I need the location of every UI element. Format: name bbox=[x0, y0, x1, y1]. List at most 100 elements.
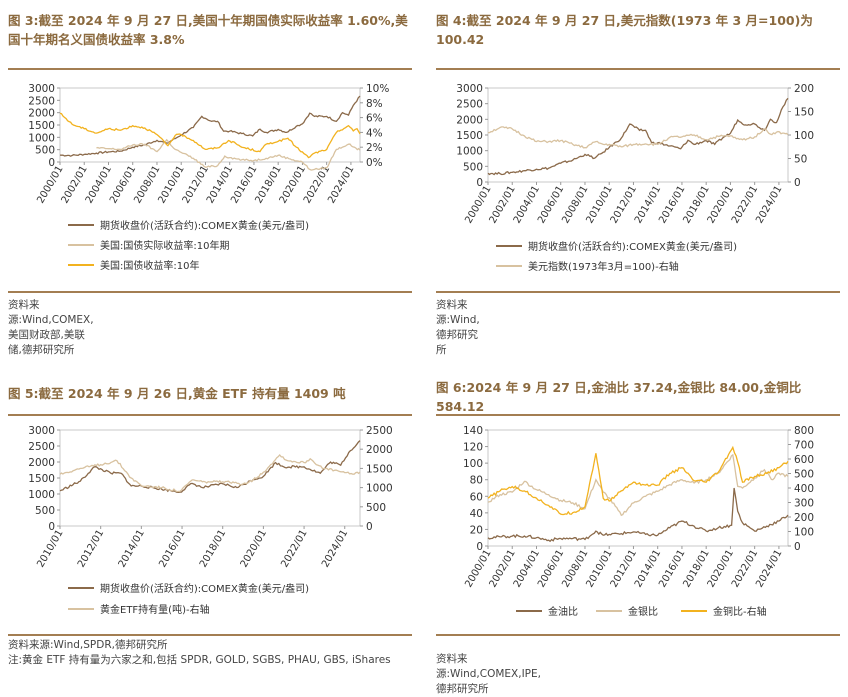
x-tick-label: 2010/01 bbox=[35, 528, 65, 569]
figure-4-chart: 0500100015002000250030000501001502002000… bbox=[456, 83, 814, 273]
y-left-tick-label: 0 bbox=[48, 157, 55, 169]
x-tick-label: 2018/01 bbox=[198, 528, 228, 569]
y-right-tick-label: 400 bbox=[794, 483, 814, 495]
y-right-tick-label: 200 bbox=[794, 512, 814, 524]
y-right-tick-label: 700 bbox=[794, 440, 814, 452]
series-line-1 bbox=[487, 453, 789, 517]
x-tick-label: 2020/01 bbox=[239, 528, 269, 569]
legend-label: 金铜比-右轴 bbox=[713, 605, 767, 618]
y-left-tick-label: 40 bbox=[470, 508, 483, 520]
y-right-tick-label: 500 bbox=[794, 469, 814, 481]
plot-frame bbox=[487, 87, 789, 183]
y-right-tick-label: 500 bbox=[366, 502, 386, 514]
y-left-tick-label: 100 bbox=[463, 458, 483, 470]
y-right-tick-label: 0 bbox=[794, 177, 801, 189]
figure-4-bottom-rule bbox=[436, 291, 840, 293]
y-right-tick-label: 100 bbox=[794, 527, 814, 539]
legend-label: 美元指数(1973年3月=100)-右轴 bbox=[528, 260, 679, 273]
y-right-tick-label: 300 bbox=[794, 498, 814, 510]
y-left-tick-label: 1000 bbox=[28, 489, 55, 501]
y-right-tick-label: 10% bbox=[366, 83, 389, 95]
y-right-tick-label: 2500 bbox=[366, 425, 393, 437]
figure-5-source: 资料来源:Wind,SPDR,德邦研究所 注:黄金 ETF 持有量为六家之和,包… bbox=[8, 639, 391, 666]
figure-6-source: 资料来源:Wind,COMEX,IPE,德邦研究所 bbox=[436, 653, 541, 695]
y-left-tick-label: 2500 bbox=[28, 95, 55, 107]
x-tick-label: 2016/01 bbox=[157, 528, 187, 569]
y-right-tick-label: 1000 bbox=[366, 483, 393, 495]
figure-3-title: 图 3:截至 2024 年 9 月 27 日,美国十年期国债实际收益率 1.60… bbox=[8, 13, 408, 47]
figure-4-title: 图 4:截至 2024 年 9 月 27 日,美元指数(1973 年 3 月=1… bbox=[436, 13, 813, 47]
y-right-tick-label: 800 bbox=[794, 425, 814, 437]
y-left-tick-label: 20 bbox=[470, 524, 483, 536]
y-right-tick-label: 0 bbox=[794, 541, 801, 553]
series-line-0 bbox=[59, 440, 361, 494]
y-right-tick-label: 2% bbox=[366, 142, 383, 154]
x-tick-label: 2024/01 bbox=[320, 528, 350, 569]
y-right-tick-label: 0 bbox=[366, 521, 373, 533]
figure-5-bottom-rule bbox=[8, 634, 412, 636]
y-left-tick-label: 2000 bbox=[28, 108, 55, 120]
y-left-tick-label: 0 bbox=[476, 541, 483, 553]
y-left-tick-label: 120 bbox=[463, 442, 483, 454]
x-tick-label: 2014/01 bbox=[117, 528, 147, 569]
legend-label: 期货收盘价(活跃合约):COMEX黄金(美元/盎司) bbox=[528, 240, 737, 253]
y-left-tick-label: 80 bbox=[470, 475, 483, 487]
y-left-tick-label: 2500 bbox=[28, 441, 55, 453]
y-left-tick-label: 500 bbox=[463, 161, 483, 173]
y-left-tick-label: 500 bbox=[35, 145, 55, 157]
y-left-tick-label: 1500 bbox=[28, 473, 55, 485]
y-right-tick-label: 8% bbox=[366, 98, 383, 110]
x-tick-label: 2022/01 bbox=[279, 528, 309, 569]
y-right-tick-label: 100 bbox=[794, 130, 814, 142]
y-right-tick-label: 200 bbox=[794, 83, 814, 95]
y-right-tick-label: 2000 bbox=[366, 444, 393, 456]
legend-label: 期货收盘价(活跃合约):COMEX黄金(美元/盎司) bbox=[100, 219, 309, 232]
plot-frame bbox=[59, 87, 361, 163]
y-left-tick-label: 2000 bbox=[28, 457, 55, 469]
legend-label: 期货收盘价(活跃合约):COMEX黄金(美元/盎司) bbox=[100, 582, 309, 595]
y-left-tick-label: 140 bbox=[463, 425, 483, 437]
series-line-1 bbox=[488, 126, 789, 149]
legend-label: 金银比 bbox=[628, 605, 658, 618]
y-left-tick-label: 0 bbox=[48, 521, 55, 533]
figure-3-chart: 0500100015002000250030000%2%4%6%8%10%200… bbox=[28, 83, 389, 272]
y-right-tick-label: 600 bbox=[794, 454, 814, 466]
y-left-tick-label: 2500 bbox=[456, 99, 483, 111]
series-line-2 bbox=[59, 112, 361, 159]
figure-4-source: 资料来源:Wind,德邦研究所 bbox=[436, 299, 480, 356]
y-right-tick-label: 4% bbox=[366, 127, 383, 139]
figure-3-source: 资料来源:Wind,COMEX,美国财政部,美联储,德邦研究所 bbox=[8, 299, 94, 356]
figure-3-top-rule bbox=[8, 68, 412, 70]
y-left-tick-label: 3000 bbox=[28, 83, 55, 95]
y-left-tick-label: 60 bbox=[470, 491, 483, 503]
legend-label: 美国:国债收益率:10年 bbox=[100, 259, 199, 272]
series-line-0 bbox=[487, 97, 789, 176]
y-left-tick-label: 500 bbox=[35, 505, 55, 517]
y-left-tick-label: 0 bbox=[476, 177, 483, 189]
y-right-tick-label: 50 bbox=[794, 154, 807, 166]
figure-6-title: 图 6:2024 年 9 月 27 日,金油比 37.24,金银比 84.00,… bbox=[436, 380, 802, 414]
y-left-tick-label: 1500 bbox=[28, 120, 55, 132]
legend-label: 黄金ETF持有量(吨)-右轴 bbox=[100, 603, 210, 616]
y-left-tick-label: 3000 bbox=[28, 425, 55, 437]
series-line-1 bbox=[59, 454, 361, 493]
legend-label: 金油比 bbox=[548, 605, 578, 618]
figure-6-bottom-rule bbox=[436, 634, 840, 636]
figure-6-top-rule bbox=[436, 414, 840, 416]
figure-4-top-rule bbox=[436, 68, 840, 70]
y-right-tick-label: 150 bbox=[794, 107, 814, 119]
y-left-tick-label: 1000 bbox=[456, 146, 483, 158]
y-right-tick-label: 6% bbox=[366, 113, 383, 125]
legend-label: 美国:国债实际收益率:10年期 bbox=[100, 239, 229, 252]
y-left-tick-label: 2000 bbox=[456, 114, 483, 126]
series-line-0 bbox=[487, 487, 789, 543]
figure-5-title: 图 5:截至 2024 年 9 月 26 日,黄金 ETF 持有量 1409 吨 bbox=[8, 386, 346, 401]
plot-frame bbox=[59, 429, 361, 527]
y-left-tick-label: 1500 bbox=[456, 130, 483, 142]
y-left-tick-label: 1000 bbox=[28, 132, 55, 144]
y-left-tick-label: 3000 bbox=[456, 83, 483, 95]
x-tick-label: 2012/01 bbox=[76, 528, 106, 569]
y-right-tick-label: 1500 bbox=[366, 463, 393, 475]
series-line-0 bbox=[59, 95, 361, 157]
series-line-1 bbox=[96, 138, 361, 171]
